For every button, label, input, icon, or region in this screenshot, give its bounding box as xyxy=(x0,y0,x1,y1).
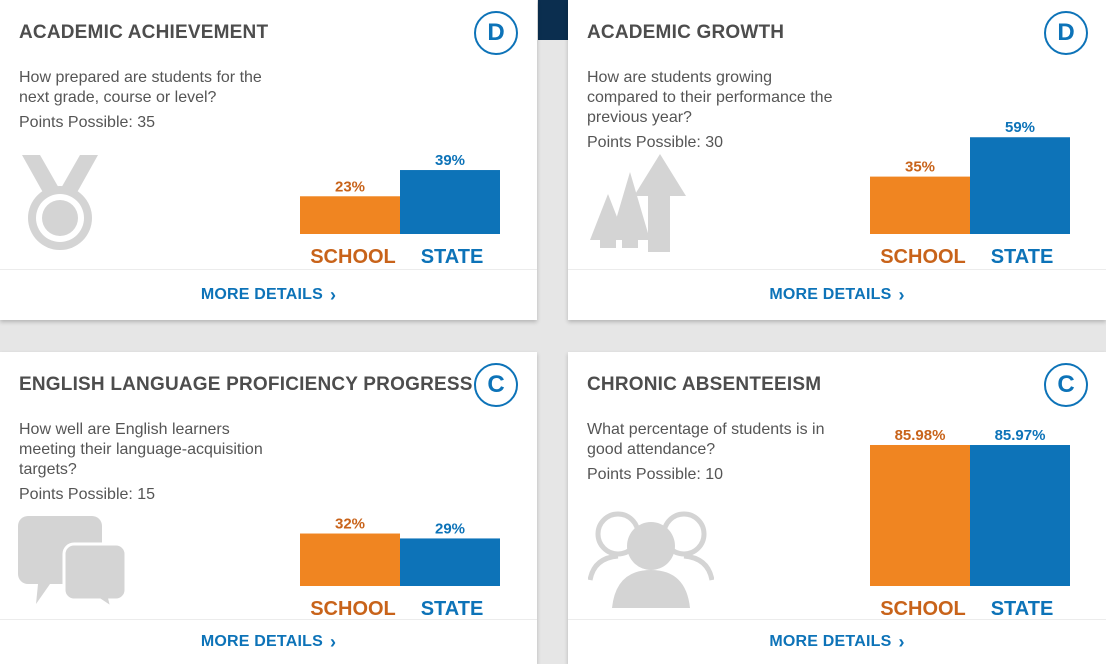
grade-badge: C xyxy=(474,363,518,407)
category-label-school: SCHOOL xyxy=(310,246,396,268)
more-details-link[interactable]: MORE DETAILS › xyxy=(769,286,904,304)
data-label-state: 85.97% xyxy=(995,427,1046,444)
card-footer: MORE DETAILS › xyxy=(0,269,537,320)
bar-school xyxy=(300,196,400,234)
question-text: What percentage of students is in good a… xyxy=(587,421,825,458)
more-details-label: MORE DETAILS xyxy=(769,286,892,303)
bar-school xyxy=(870,176,970,234)
data-label-state: 39% xyxy=(435,152,465,169)
card-english-language-proficiency: ENGLISH LANGUAGE PROFICIENCY PROGRESS C … xyxy=(0,352,537,664)
card-question: How prepared are students for the next g… xyxy=(19,68,279,133)
bar-chart: 85.98% SCHOOL 85.97% STATE xyxy=(867,352,1106,622)
more-details-link[interactable]: MORE DETAILS › xyxy=(201,286,336,304)
bar-school xyxy=(870,444,970,586)
card-title: ENGLISH LANGUAGE PROFICIENCY PROGRESS xyxy=(19,374,473,395)
growth-arrows-icon xyxy=(588,150,688,256)
chart-svg: 32% SCHOOL 29% STATE xyxy=(300,516,500,620)
medal-icon xyxy=(22,150,98,256)
category-label-state: STATE xyxy=(991,598,1054,620)
chevron-right-icon: › xyxy=(329,632,337,652)
card-academic-growth: ACADEMIC GROWTH D How are students growi… xyxy=(568,0,1106,320)
bar-state xyxy=(400,538,500,586)
header-accent-bar xyxy=(538,0,568,40)
more-details-link[interactable]: MORE DETAILS › xyxy=(769,633,904,651)
more-details-label: MORE DETAILS xyxy=(769,633,892,650)
points-possible: Points Possible: 10 xyxy=(587,466,724,483)
bar-state xyxy=(400,170,500,234)
data-label-state: 59% xyxy=(1005,119,1035,136)
data-label-school: 35% xyxy=(905,159,935,176)
category-label-state: STATE xyxy=(421,598,484,620)
bar-state xyxy=(970,137,1070,234)
chart-svg: 85.98% SCHOOL 85.97% STATE xyxy=(870,427,1070,620)
card-title: ACADEMIC ACHIEVEMENT xyxy=(19,22,269,43)
card-footer: MORE DETAILS › xyxy=(568,269,1106,320)
points-possible: Points Possible: 15 xyxy=(19,486,156,503)
data-label-state: 29% xyxy=(435,520,465,537)
data-label-school: 32% xyxy=(335,516,365,533)
card-footer: MORE DETAILS › xyxy=(0,619,537,664)
category-label-state: STATE xyxy=(991,246,1054,268)
chart-svg: 35% SCHOOL 59% STATE xyxy=(870,119,1070,268)
grade-badge: C xyxy=(1044,363,1088,407)
card-title: CHRONIC ABSENTEEISM xyxy=(587,374,822,395)
category-label-state: STATE xyxy=(421,246,484,268)
column-gap xyxy=(538,40,568,664)
bar-chart: 32% SCHOOL 29% STATE xyxy=(297,352,537,622)
chevron-right-icon: › xyxy=(329,285,337,305)
card-footer: MORE DETAILS › xyxy=(568,619,1106,664)
people-icon xyxy=(588,508,714,608)
question-text: How are students growing compared to the… xyxy=(587,69,833,126)
chevron-right-icon: › xyxy=(898,285,905,305)
more-details-link[interactable]: MORE DETAILS › xyxy=(201,633,336,651)
category-label-school: SCHOOL xyxy=(880,598,966,620)
grade-badge: D xyxy=(474,11,518,55)
question-text: How well are English learners meeting th… xyxy=(19,421,263,478)
card-question: What percentage of students is in good a… xyxy=(587,420,847,485)
more-details-label: MORE DETAILS xyxy=(200,633,323,650)
more-details-label: MORE DETAILS xyxy=(200,286,323,303)
data-label-school: 85.98% xyxy=(895,427,946,444)
card-title: ACADEMIC GROWTH xyxy=(587,22,785,43)
chart-svg: 23% SCHOOL 39% STATE xyxy=(300,152,500,268)
chevron-right-icon: › xyxy=(898,632,905,652)
bar-chart: 35% SCHOOL 59% STATE xyxy=(867,0,1106,270)
question-text: How prepared are students for the next g… xyxy=(19,69,262,106)
card-question: How are students growing compared to the… xyxy=(587,68,847,153)
bar-chart: 23% SCHOOL 39% STATE xyxy=(297,0,537,270)
data-label-school: 23% xyxy=(335,178,365,195)
bar-state xyxy=(970,445,1070,586)
category-label-school: SCHOOL xyxy=(880,246,966,268)
grade-badge: D xyxy=(1044,11,1088,55)
category-label-school: SCHOOL xyxy=(310,598,396,620)
bar-school xyxy=(300,533,400,586)
card-question: How well are English learners meeting th… xyxy=(19,420,279,505)
chat-bubbles-icon xyxy=(18,516,126,608)
points-possible: Points Possible: 35 xyxy=(19,114,156,131)
card-chronic-absenteeism: CHRONIC ABSENTEEISM C What percentage of… xyxy=(568,352,1106,664)
points-possible: Points Possible: 30 xyxy=(587,134,724,151)
card-academic-achievement: ACADEMIC ACHIEVEMENT D How prepared are … xyxy=(0,0,537,320)
